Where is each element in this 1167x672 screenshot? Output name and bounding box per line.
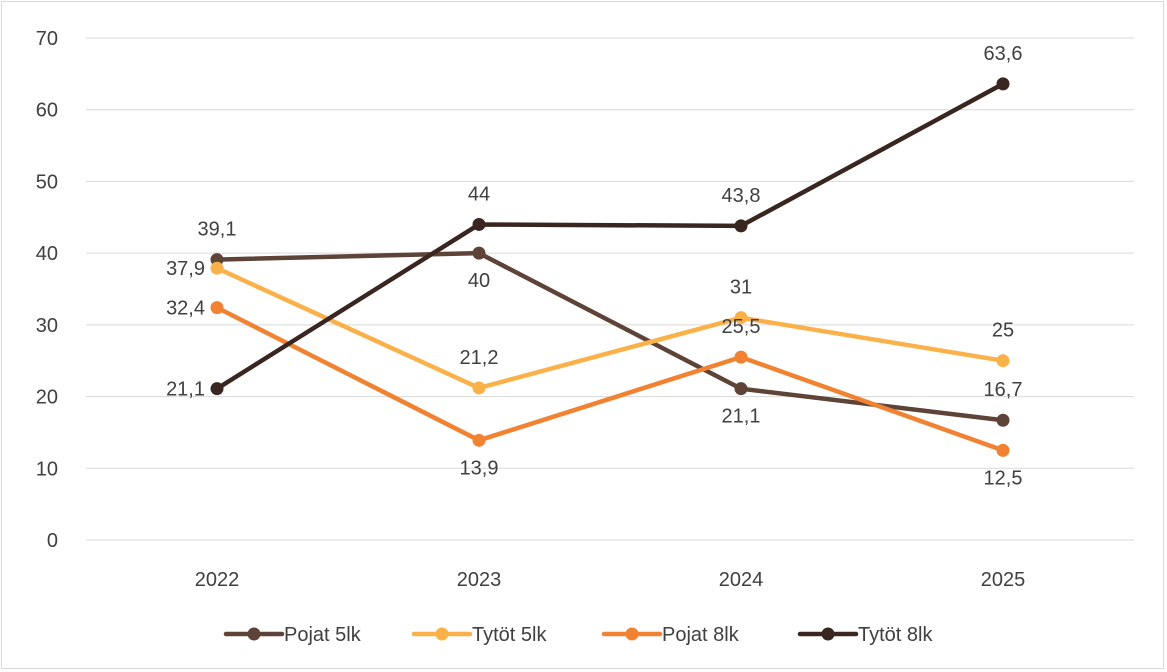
legend-item: Pojat 5lk <box>223 624 362 646</box>
data-point <box>210 301 224 315</box>
legend-swatch-marker <box>247 627 261 641</box>
legend-item: Tytöt 8lk <box>797 624 933 646</box>
data-label: 21,1 <box>722 406 761 428</box>
series-line <box>214 81 1006 391</box>
data-point <box>210 382 224 396</box>
y-tick-label: 40 <box>36 243 58 265</box>
x-tick-label: 2024 <box>719 569 764 591</box>
data-point <box>734 382 748 396</box>
data-label: 25 <box>992 320 1014 342</box>
data-label: 13,9 <box>460 457 499 479</box>
y-tick-label: 70 <box>36 28 58 50</box>
data-label: 32,4 <box>166 298 205 320</box>
data-point <box>734 311 748 325</box>
data-label: 31 <box>730 277 752 299</box>
series-line <box>214 265 1006 391</box>
y-tick-label: 60 <box>36 100 58 122</box>
series-tytöt-5lk <box>210 261 1010 395</box>
data-label: 25,5 <box>722 316 761 338</box>
x-tick-label: 2022 <box>195 569 240 591</box>
series-line <box>214 305 1006 453</box>
data-point <box>996 354 1010 368</box>
data-label: 39,1 <box>198 219 237 241</box>
data-label: 40 <box>468 270 490 292</box>
data-point <box>734 350 748 364</box>
y-tick-label: 50 <box>36 171 58 193</box>
data-label: 37,9 <box>166 258 205 280</box>
series-tytöt-8lk <box>210 77 1010 396</box>
legend-label: Pojat 8lk <box>662 624 740 646</box>
y-tick-label: 10 <box>36 458 58 480</box>
data-point <box>996 77 1010 91</box>
x-axis: 2022 2023 2024 2025 <box>195 569 1026 591</box>
y-tick-label: 30 <box>36 315 58 337</box>
data-point <box>472 381 486 395</box>
series-pojat-8lk <box>210 301 1010 457</box>
data-label: 63,6 <box>984 43 1023 65</box>
y-tick-label: 0 <box>47 530 58 552</box>
data-label: 44 <box>468 183 490 205</box>
y-axis: 0 10 20 30 40 50 60 70 <box>36 28 58 552</box>
series-line <box>214 250 1006 423</box>
legend-label: Tytöt 5lk <box>472 624 547 646</box>
data-point <box>472 433 486 447</box>
data-label: 21,1 <box>166 379 205 401</box>
legend-swatch-marker <box>625 627 639 641</box>
legend-swatch-marker <box>435 627 449 641</box>
data-point <box>210 261 224 275</box>
legend-item: Tytöt 5lk <box>411 624 547 646</box>
data-point <box>472 217 486 231</box>
legend-item: Pojat 8lk <box>601 624 740 646</box>
data-point <box>996 413 1010 427</box>
x-tick-label: 2025 <box>981 569 1026 591</box>
gridlines <box>86 37 1134 541</box>
data-label: 16,7 <box>984 379 1023 401</box>
data-point <box>996 443 1010 457</box>
x-tick-label: 2023 <box>457 569 502 591</box>
data-label: 43,8 <box>722 185 761 207</box>
data-point <box>472 246 486 260</box>
legend-label: Tytöt 8lk <box>858 624 933 646</box>
legend-label: Pojat 5lk <box>284 624 362 646</box>
data-label: 21,2 <box>460 347 499 369</box>
y-tick-label: 20 <box>36 387 58 409</box>
legend-swatch-marker <box>821 627 835 641</box>
data-label: 12,5 <box>984 467 1023 489</box>
legend: Pojat 5lk Tytöt 5lk Pojat 8lk Tytöt 8lk <box>223 624 933 646</box>
data-labels: 39,1 40 21,1 16,7 37,9 21,2 31 25 32,4 13,9 25,5 12… <box>166 43 1022 489</box>
data-point <box>734 219 748 233</box>
